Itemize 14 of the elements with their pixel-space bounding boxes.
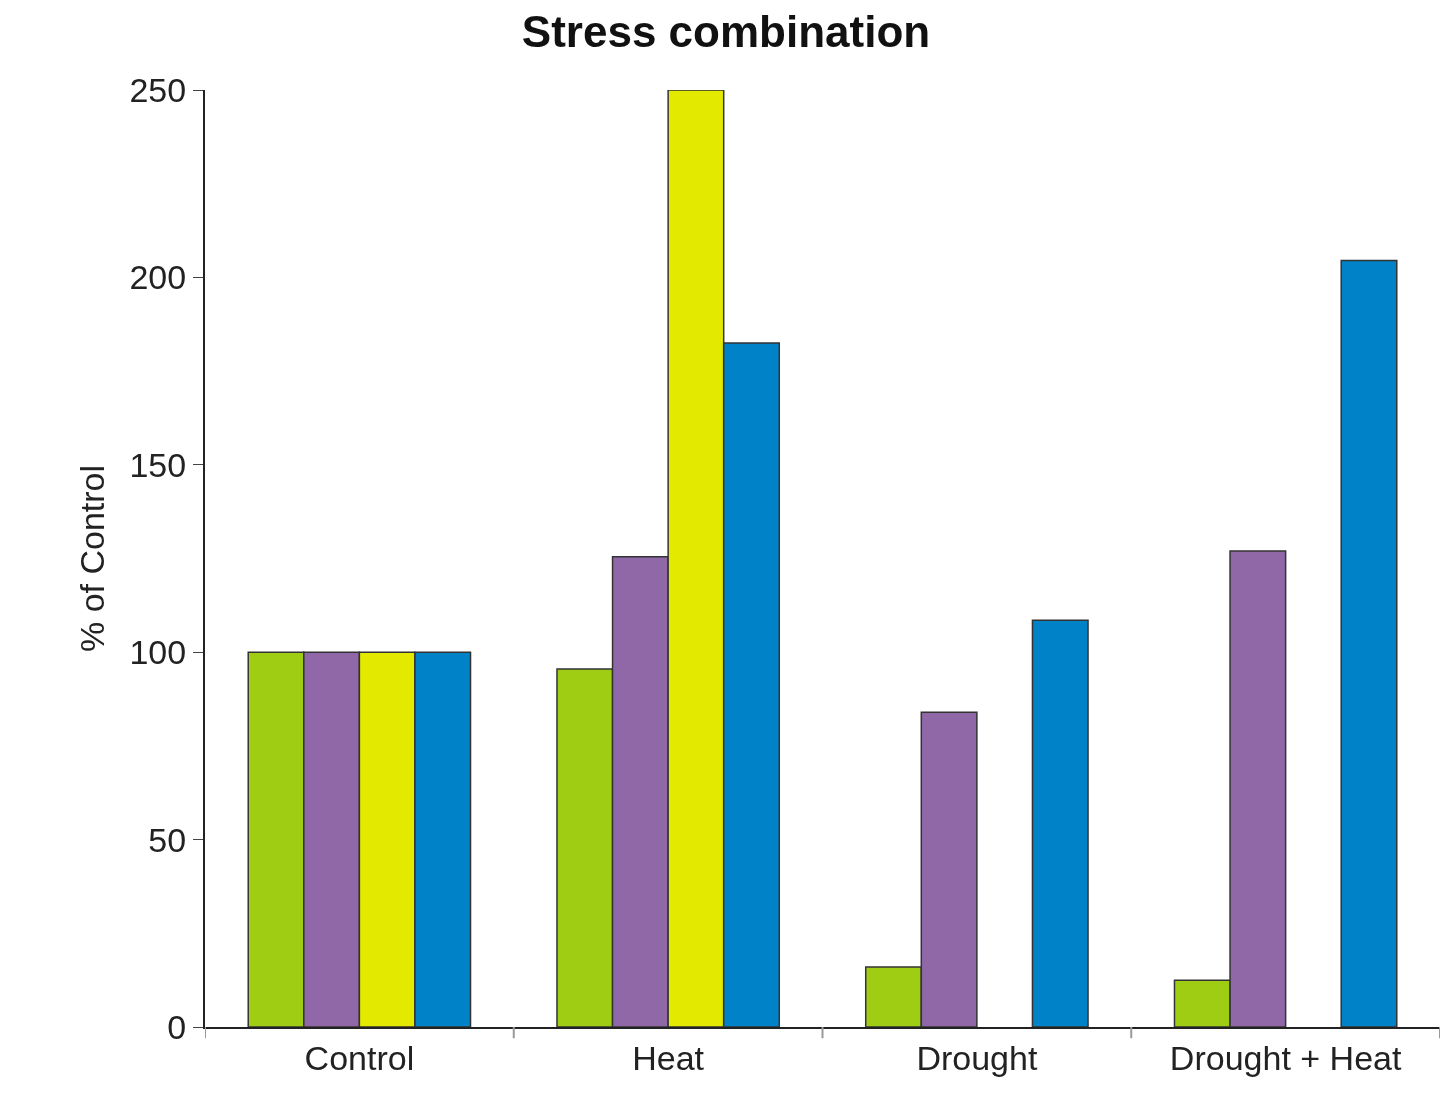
x-tick-label: Control <box>304 1038 415 1077</box>
y-tick-label: 150 <box>129 445 187 484</box>
bar <box>1031 619 1089 1027</box>
x-tick-label: Drought <box>916 1038 1038 1077</box>
y-axis-title: % of Control <box>72 464 111 653</box>
y-tick-label: 50 <box>148 820 187 859</box>
bar <box>1340 259 1398 1027</box>
y-tick-label: 250 <box>129 70 187 109</box>
y-tick-label: 100 <box>129 633 187 672</box>
x-tick-label: Drought + Heat <box>1169 1038 1402 1077</box>
chart-title: Stress combination <box>521 7 931 57</box>
x-tick-label: Heat <box>632 1038 705 1077</box>
y-tick-label: 200 <box>129 258 187 297</box>
y-tick-label: 0 <box>167 1007 187 1046</box>
